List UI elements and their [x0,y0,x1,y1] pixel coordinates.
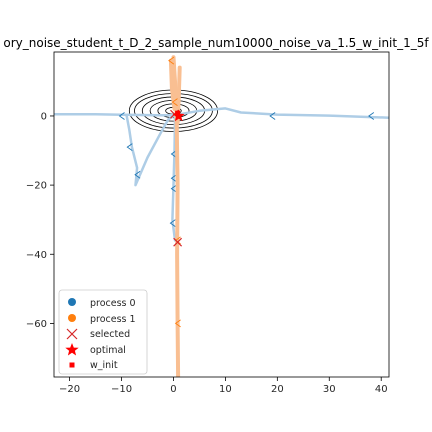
y-tick-label: −40 [26,250,47,261]
trajectory-arrow-process-0 [170,150,177,158]
legend-marker-optimal [65,343,79,356]
chart-title: ory_noise_student_t_D_2_sample_num10000_… [3,36,429,50]
y-tick-label: −60 [26,319,47,330]
trajectory-arrow-process-0 [169,219,176,228]
trajectory-path-process-1 [168,58,177,111]
x-tick-label: 30 [323,384,336,395]
legend-marker-selected [66,328,78,340]
legend-marker-process-0 [68,298,76,306]
axes-frame [53,51,390,378]
x-tick-label: 10 [219,384,232,395]
trajectory-path-process-0 [171,114,177,242]
legend-label-selected: selected [90,329,130,340]
trajectory-path-process-0 [54,107,389,119]
legend-marker-w-init [69,362,75,368]
plot-area [54,55,389,377]
x-tick-label: 40 [375,384,388,395]
trajectory-arrow-process-0 [170,174,177,183]
trajectory-arrow-process-0 [170,184,177,193]
x-tick-label: −10 [111,384,132,395]
y-tick-label: −20 [26,181,47,192]
legend-label-process-1: process 1 [90,314,136,325]
trajectory-arrow-process-0 [134,170,141,179]
trajectory-path-process-0 [125,114,175,187]
y-tick-label: 0 [41,111,47,122]
axis-ticks: −20 −10 0 10 20 30 40 0 −20 −40 −60 [26,111,388,395]
trajectory-arrow-process-0 [368,112,375,120]
legend: process 0 process 1 selected optimal w_i… [58,289,148,375]
trajectory-path-process-1 [171,55,181,377]
x-tick-label: 0 [170,384,176,395]
trajectory-arrow-process-1 [168,56,175,65]
legend-marker-process-1 [68,314,76,322]
w-init-marker [175,110,181,116]
trajectory-arrow-process-1 [174,319,181,328]
legend-label-process-0: process 0 [90,298,136,309]
legend-label-w-init: w_init [90,360,118,371]
legend-box [58,289,148,375]
legend-label-optimal: optimal [90,345,126,356]
trajectory-arrow-process-0 [269,112,276,120]
x-tick-label: 20 [271,384,284,395]
selected-point-marker [173,237,183,247]
trajectory-arrow-process-0 [126,143,133,151]
x-tick-label: −20 [59,384,80,395]
trajectory-arrow-process-1 [171,98,178,107]
trajectory-arrow-process-0 [118,112,125,120]
